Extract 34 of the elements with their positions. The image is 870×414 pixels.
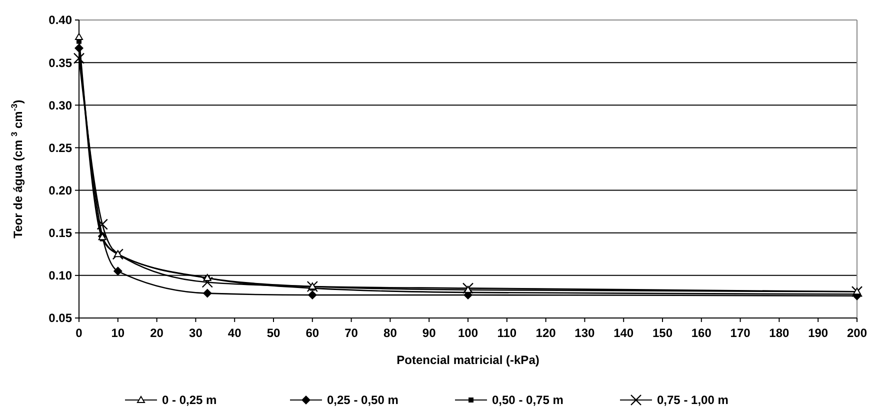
x-tick-label: 180 bbox=[769, 326, 790, 340]
y-tick-label: 0.20 bbox=[48, 183, 72, 198]
x-tick-label: 50 bbox=[266, 326, 280, 340]
x-tick-label: 40 bbox=[228, 326, 242, 340]
x-axis-title: Potencial matricial (-kPa) bbox=[396, 353, 540, 367]
x-tick-label: 60 bbox=[306, 326, 320, 340]
x-tick-label: 120 bbox=[536, 326, 556, 340]
x-tick-label: 0 bbox=[76, 326, 83, 340]
y-tick-label: 0.40 bbox=[48, 13, 72, 28]
x-tick-label: 200 bbox=[846, 326, 868, 340]
legend-label: 0,25 - 0,50 m bbox=[327, 393, 398, 408]
legend-label: 0 - 0,25 m bbox=[162, 393, 217, 408]
x-tick-label: 70 bbox=[344, 326, 358, 340]
x-tick-label: 30 bbox=[189, 326, 203, 340]
legend-label: 0,50 - 0,75 m bbox=[492, 393, 564, 408]
y-tick-label: 0.25 bbox=[48, 140, 72, 155]
legend-label: 0,75 - 1,00 m bbox=[657, 393, 728, 408]
x-tick-label: 100 bbox=[458, 326, 478, 340]
y-tick-label: 0.15 bbox=[48, 226, 72, 240]
x-tick-label: 160 bbox=[691, 326, 712, 340]
x-tick-label: 150 bbox=[652, 326, 673, 340]
y-tick-label: 0.10 bbox=[48, 268, 72, 283]
y-tick-label: 0.35 bbox=[48, 56, 72, 70]
x-tick-label: 170 bbox=[730, 326, 751, 340]
x-tick-label: 10 bbox=[111, 326, 125, 340]
y-tick-label: 0.30 bbox=[48, 98, 72, 112]
x-tick-label: 140 bbox=[614, 326, 634, 340]
x-tick-label: 80 bbox=[384, 326, 398, 340]
x-tick-label: 90 bbox=[422, 326, 436, 340]
x-tick-label: 20 bbox=[150, 326, 164, 340]
x-tick-label: 190 bbox=[808, 326, 828, 340]
y-tick-label: 0.05 bbox=[48, 311, 72, 326]
x-tick-label: 110 bbox=[497, 326, 517, 340]
x-tick-label: 130 bbox=[574, 326, 596, 340]
